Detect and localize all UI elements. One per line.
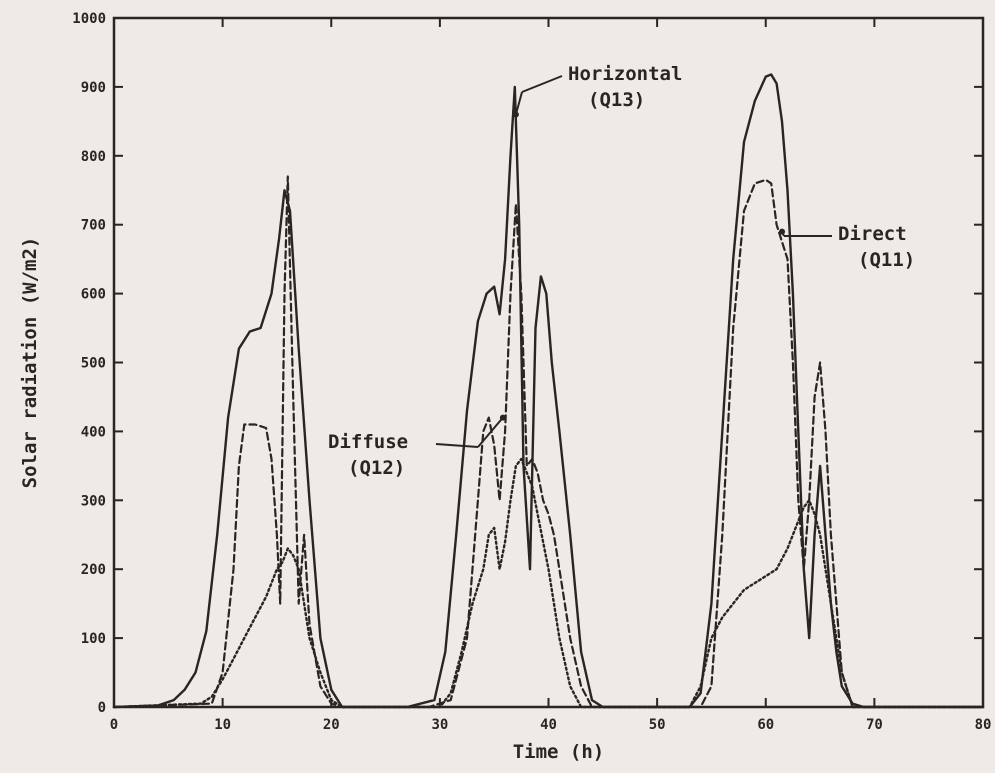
y-tick-label: 700 xyxy=(81,218,106,234)
x-tick-label: 30 xyxy=(431,717,448,733)
annotation-leader xyxy=(521,75,563,93)
annotation-label: (Q11) xyxy=(858,249,915,271)
y-tick-label: 200 xyxy=(81,562,106,578)
annotation-label: Horizontal xyxy=(568,63,682,85)
annotation-label: Diffuse xyxy=(328,431,408,453)
x-tick-label: 10 xyxy=(214,717,231,733)
y-tick-label: 100 xyxy=(81,631,106,647)
x-axis-title: Time (h) xyxy=(513,741,605,763)
annotation-label: (Q13) xyxy=(588,89,645,111)
annotation-arrowhead xyxy=(512,111,519,118)
annotation-arrow xyxy=(514,91,523,115)
y-tick-label: 600 xyxy=(81,287,106,303)
series-layer xyxy=(112,73,985,709)
x-tick-label: 70 xyxy=(866,717,883,733)
annotation-label: Direct xyxy=(838,223,907,245)
y-tick-label: 0 xyxy=(98,700,106,716)
annotation-arrowhead xyxy=(779,228,786,235)
annotation-label: (Q12) xyxy=(348,457,405,479)
series-line-diffuse xyxy=(112,457,985,709)
y-tick-label: 500 xyxy=(81,356,106,372)
series-line-horizontal xyxy=(112,73,985,709)
x-tick-label: 40 xyxy=(540,717,557,733)
axes-layer: 0 10 20 30 40 50 60 70 8001002003004005006007008… xyxy=(72,11,991,733)
annotation-leader xyxy=(435,443,479,448)
annotation-arrowhead xyxy=(499,414,506,421)
x-tick-label: 20 xyxy=(323,717,340,733)
y-axis-title: Solar radiation (W/m2) xyxy=(19,237,41,489)
y-tick-label: 400 xyxy=(81,424,106,440)
y-tick-label: 800 xyxy=(81,149,106,165)
x-tick-label: 80 xyxy=(975,717,992,733)
x-tick-label: 50 xyxy=(649,717,666,733)
y-tick-label: 900 xyxy=(81,80,106,96)
annotation-layer: Horizontal (Q13) Direct (Q11) Diffuse (Q12) xyxy=(328,63,915,479)
x-tick-label: 60 xyxy=(757,717,774,733)
x-tick-label: 0 xyxy=(110,717,118,733)
series-line-direct xyxy=(112,175,985,709)
y-tick-label: 300 xyxy=(81,493,106,509)
y-tick-label: 1000 xyxy=(72,11,106,27)
annotation-arrow xyxy=(477,416,504,448)
